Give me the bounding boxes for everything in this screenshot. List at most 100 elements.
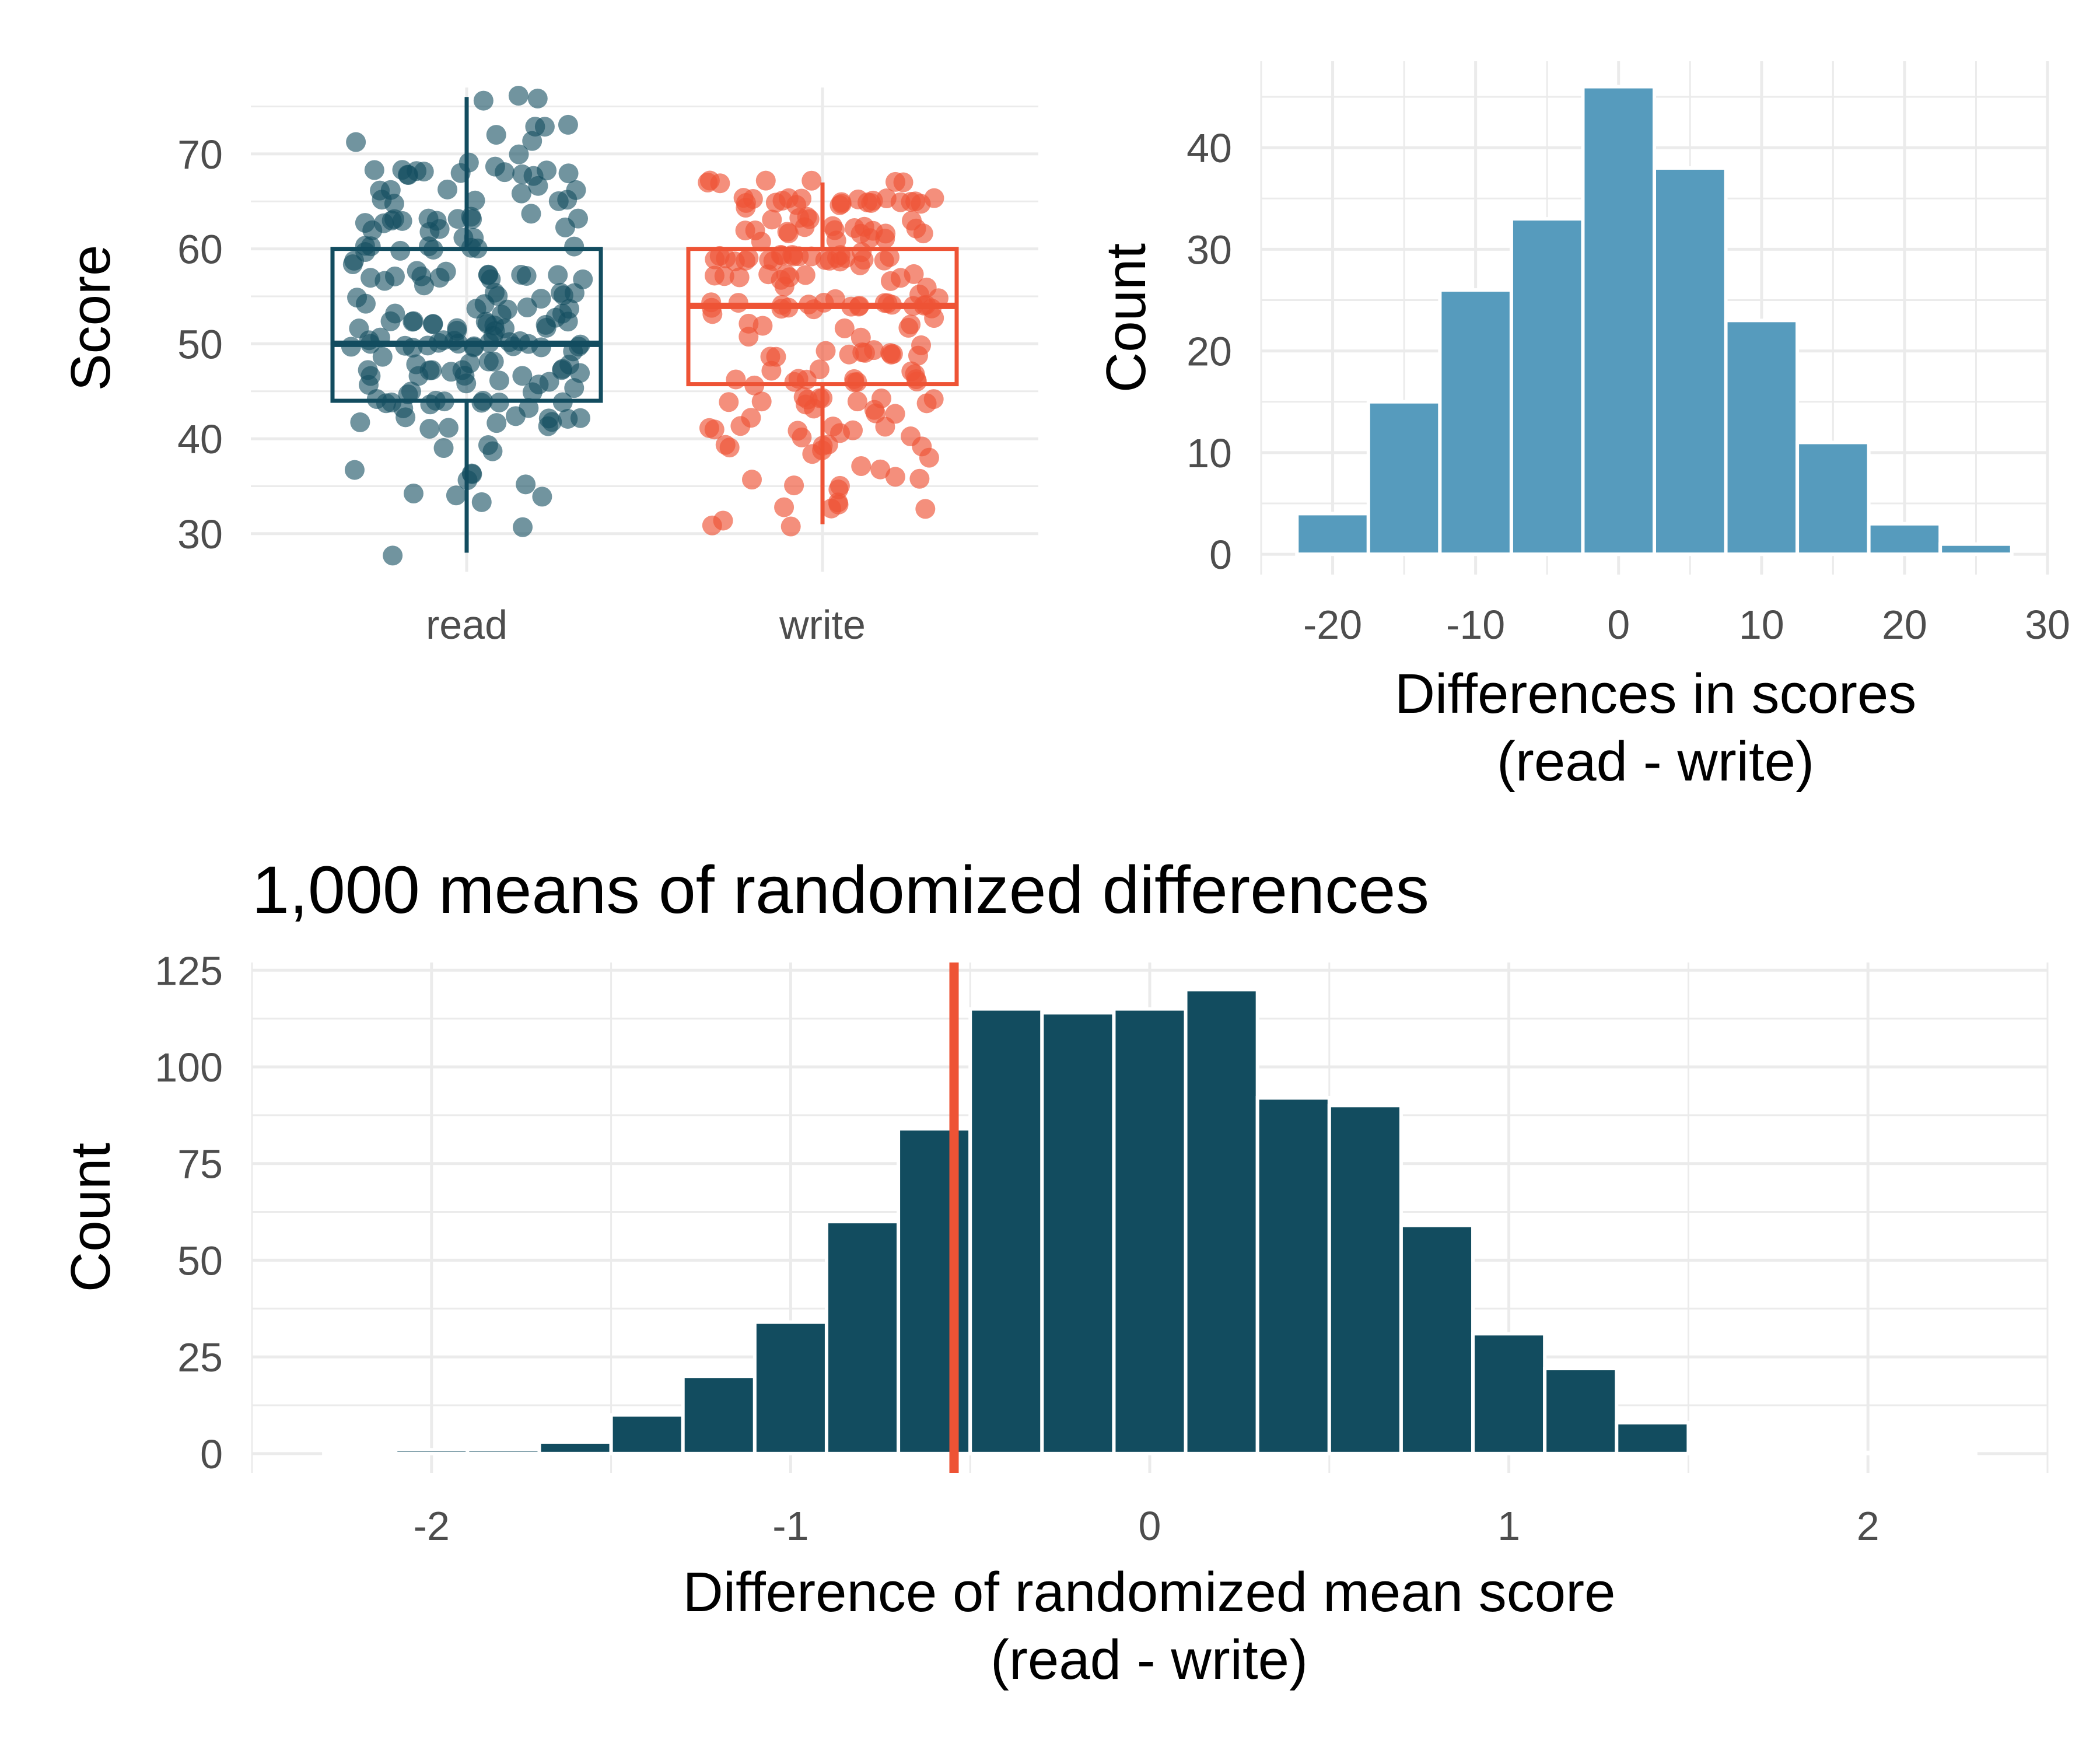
write-score-point: [745, 220, 765, 241]
write-score-point: [909, 468, 930, 489]
y-tick-label: 125: [155, 948, 223, 993]
read-score-point: [471, 492, 492, 512]
write-score-point: [788, 421, 808, 441]
read-score-point: [531, 289, 551, 309]
read-score-point: [521, 204, 541, 224]
write-score-point: [742, 470, 762, 490]
y-tick-label: 100: [155, 1045, 223, 1090]
boxplot-points: [341, 86, 949, 566]
random-histogram-bar: [394, 1448, 470, 1455]
write-score-point: [762, 209, 782, 230]
boxplot-y-tick-labels: 30 40 50 60 70: [177, 132, 223, 557]
write-score-point: [765, 192, 786, 213]
random-histogram-x-axis-title-line2: (read - write): [991, 1629, 1308, 1691]
read-score-point: [473, 90, 494, 111]
read-score-point: [385, 303, 405, 324]
random-histogram-bar: [1543, 1367, 1619, 1455]
boxplot-y-axis-title: Score: [60, 245, 122, 391]
read-score-point: [525, 117, 545, 137]
read-score-point: [350, 412, 370, 432]
write-score-point: [871, 388, 891, 409]
write-score-point: [885, 404, 905, 424]
write-score-point: [850, 327, 871, 348]
random-histogram-bar: [1686, 1450, 1762, 1455]
read-score-point: [406, 354, 426, 374]
read-score-point: [401, 382, 421, 402]
read-score-point: [478, 351, 499, 372]
random-histogram-bar: [1255, 1096, 1331, 1455]
read-score-point: [551, 282, 571, 303]
write-score-point: [816, 341, 836, 361]
read-score-point: [419, 236, 439, 257]
read-score-point: [358, 360, 378, 380]
read-score-point: [384, 266, 405, 286]
write-score-point: [827, 248, 847, 268]
write-score-point: [751, 391, 772, 412]
x-tick-label: 0: [1139, 1503, 1161, 1549]
write-score-point: [799, 209, 820, 229]
read-score-point: [477, 314, 498, 334]
read-score-point: [419, 419, 440, 439]
write-score-point: [843, 420, 863, 440]
y-tick-label: 30: [177, 512, 223, 557]
write-score-point: [915, 499, 936, 519]
read-score-point: [360, 268, 381, 288]
boxplot-grid: [251, 88, 1038, 572]
read-score-point: [349, 318, 369, 339]
random-histogram-bar: [1040, 1011, 1116, 1455]
x-tick-label: read: [426, 602, 508, 648]
read-score-point: [438, 418, 459, 438]
write-score-point: [828, 480, 849, 500]
read-score-point: [523, 166, 544, 186]
write-score-point: [916, 277, 937, 298]
x-tick-label: -10: [1446, 602, 1505, 648]
read-score-point: [465, 190, 485, 211]
diff-histogram-bar: [1938, 542, 2014, 556]
diff-histogram-bar: [1295, 512, 1370, 556]
write-score-point: [923, 389, 944, 410]
write-score-point: [911, 335, 932, 355]
read-score-point: [558, 163, 579, 184]
y-tick-label: 50: [177, 321, 223, 367]
y-tick-label: 50: [177, 1238, 223, 1283]
write-score-point: [852, 342, 873, 362]
write-score-point: [738, 313, 759, 334]
random-histogram-bar: [1758, 1450, 1834, 1455]
read-score-point: [573, 269, 593, 289]
random-histogram-bar: [466, 1448, 541, 1455]
write-score-point: [847, 391, 867, 412]
write-score-point: [766, 346, 786, 367]
read-score-point: [364, 160, 384, 180]
random-histogram-bar: [322, 1450, 398, 1455]
random-histogram-bars: [322, 988, 1978, 1455]
x-tick-label: 2: [1857, 1503, 1880, 1549]
x-tick-label: -1: [772, 1503, 808, 1549]
read-score-point: [383, 545, 403, 566]
x-tick-label: 1: [1497, 1503, 1520, 1549]
read-score-point: [446, 485, 466, 506]
read-score-point: [516, 265, 537, 286]
random-histogram-title: 1,000 means of randomized differences: [252, 853, 1429, 928]
y-tick-label: 75: [177, 1142, 223, 1187]
read-score-point: [532, 487, 552, 507]
write-score-point: [795, 265, 816, 285]
read-score-point: [447, 318, 467, 338]
write-score-point: [901, 361, 922, 382]
diff-histogram-bars: [1295, 85, 2014, 556]
read-score-point: [513, 517, 533, 537]
diff-histogram-x-tick-labels: -20 -10 0 10 20 30: [1303, 602, 2070, 648]
write-score-point: [863, 220, 883, 241]
write-score-point: [786, 195, 807, 215]
read-score-point: [482, 441, 503, 461]
random-histogram-x-tick-labels: -2 -1 0 1 2: [414, 1503, 1880, 1549]
random-histogram-bar: [1830, 1450, 1906, 1455]
read-score-point: [512, 366, 533, 386]
x-tick-label: 0: [1607, 602, 1630, 648]
write-score-point: [898, 317, 919, 338]
diff-histogram-y-tick-labels: 0 10 20 30 40: [1186, 125, 1232, 578]
write-score-point: [824, 220, 845, 240]
read-score-point: [558, 408, 578, 429]
read-score-point: [426, 211, 447, 231]
random-histogram-bar: [1902, 1450, 1978, 1455]
boxplot-boxes: [330, 97, 959, 553]
